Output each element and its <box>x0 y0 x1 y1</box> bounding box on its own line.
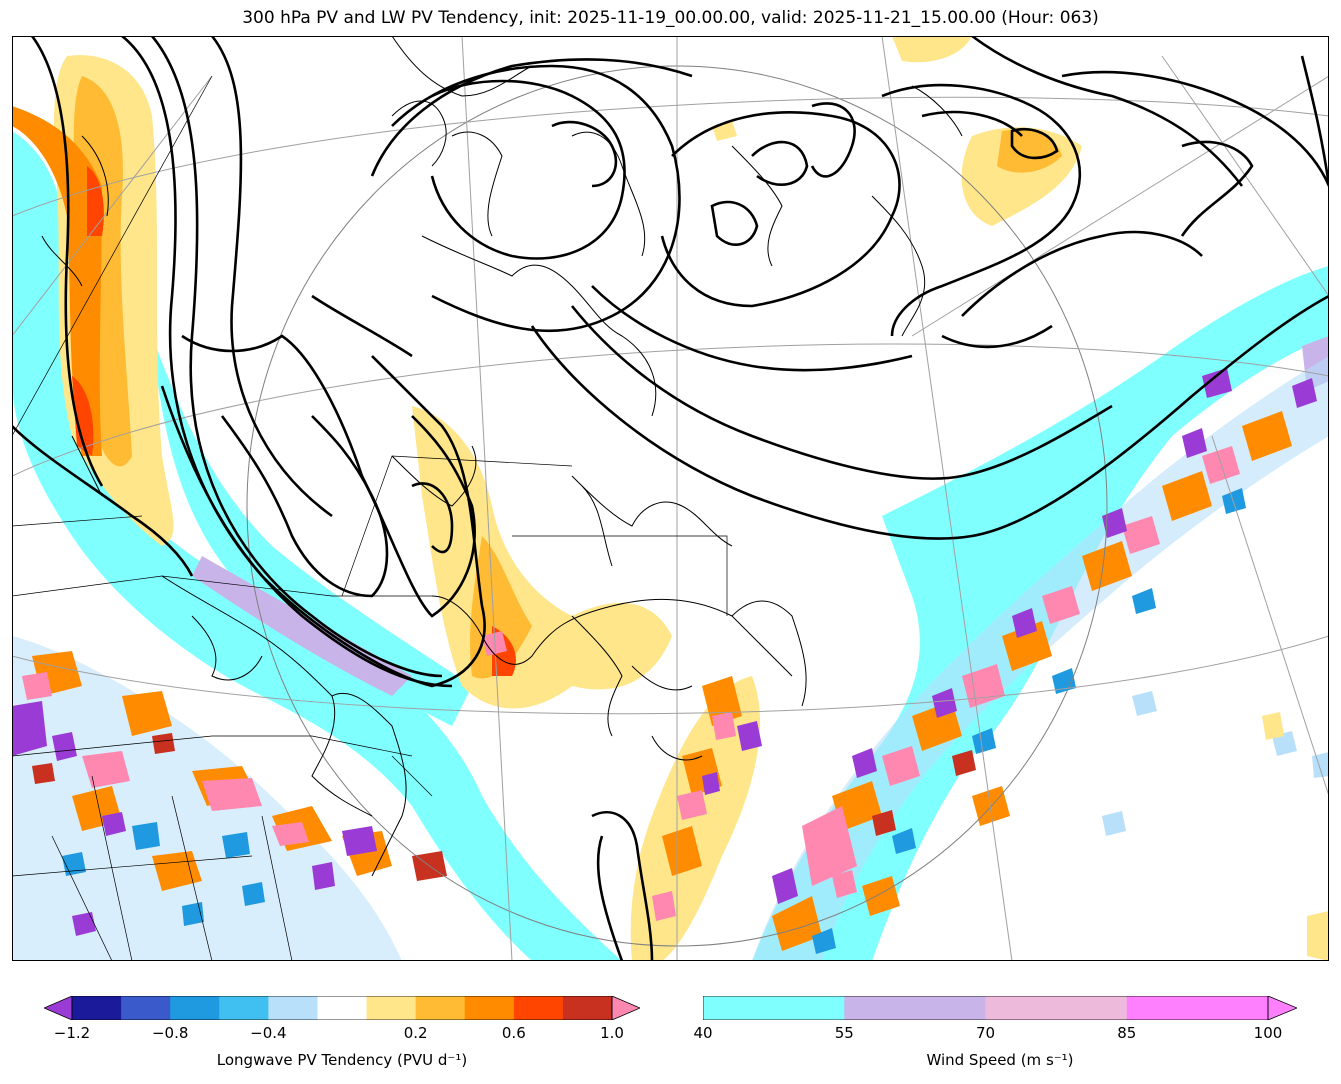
colorbar-swatch <box>703 996 845 1020</box>
pv-tendency-tick-label: 1.0 <box>600 1024 624 1042</box>
colorbar-swatch <box>1126 996 1269 1020</box>
graticule <box>12 36 1329 961</box>
pv-tendency-tick-label: −0.8 <box>151 1024 189 1042</box>
colorbar-swatch <box>268 996 318 1020</box>
colorbar-swatch <box>317 996 368 1020</box>
pv-tendency-colorbar <box>44 996 640 1020</box>
colorbar-swatch <box>170 996 220 1020</box>
pv-tendency-tick-label: 0.6 <box>501 1024 526 1042</box>
wind-speed-colorbar <box>703 996 1297 1020</box>
colorbar-swatch <box>72 996 122 1020</box>
colorbar-swatch <box>985 996 1128 1020</box>
wind-speed-tick-label: 85 <box>1117 1024 1137 1042</box>
coastlines <box>41 36 963 877</box>
colorbar-swatch <box>121 996 171 1020</box>
convective-tendency-south <box>630 676 762 961</box>
colorbar-swatch <box>513 996 564 1020</box>
colorbar-swatch <box>415 996 466 1020</box>
colorbar-swatch <box>562 996 613 1020</box>
convective-tendency-southeast <box>752 356 1329 961</box>
wind-speed-tick-label: 100 <box>1253 1024 1283 1042</box>
wind-speed-colorbar-label: Wind Speed (m s⁻¹) <box>926 1051 1074 1069</box>
convective-tendency-southwest <box>12 636 447 961</box>
pv-tendency-tick-label: 0.2 <box>403 1024 428 1042</box>
map-panel <box>12 36 1329 961</box>
colorbar-swatch <box>464 996 515 1020</box>
wind-speed-tick-label: 70 <box>975 1024 996 1042</box>
pv-tendency-tick-label: −0.4 <box>250 1024 287 1042</box>
wind-speed-tick-label: 40 <box>693 1024 713 1042</box>
colorbar-extend-high <box>611 996 640 1020</box>
colorbar-swatch <box>844 996 986 1020</box>
pv-tendency-tick-label: −1.2 <box>53 1024 91 1042</box>
colorbar-swatch <box>219 996 269 1020</box>
plot-title: 300 hPa PV and LW PV Tendency, init: 202… <box>242 8 1099 28</box>
colorbar-extend-high <box>1267 996 1297 1020</box>
pv-tendency-field <box>12 36 1082 709</box>
political-borders <box>12 75 728 961</box>
colorbar-extend-low <box>44 996 73 1020</box>
pv-contours <box>12 36 1329 961</box>
wind-speed-tick-label: 55 <box>834 1024 854 1042</box>
pv-tendency-colorbar-label: Longwave PV Tendency (PVU d⁻¹) <box>216 1051 468 1069</box>
colorbar-swatch <box>366 996 417 1020</box>
